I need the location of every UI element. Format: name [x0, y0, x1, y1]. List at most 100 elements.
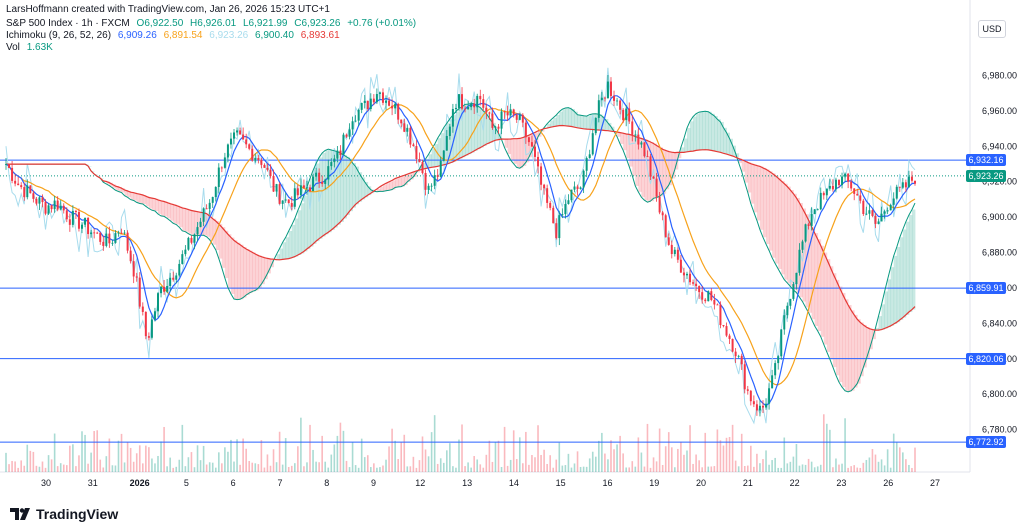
cloud-segment — [586, 116, 591, 130]
cloud-segment — [337, 151, 341, 225]
x-tick-label: 21 — [743, 478, 753, 488]
volume-bar — [184, 466, 187, 472]
cloud-segment — [513, 138, 518, 164]
volume-bar — [914, 447, 916, 472]
candle-body — [780, 329, 783, 357]
candle-body — [17, 183, 20, 186]
volume-bar — [798, 465, 801, 472]
ichimoku-base-value: 6,891.54 — [163, 30, 203, 41]
cloud-segment — [151, 198, 156, 211]
volume-bar — [56, 466, 59, 472]
candle-body — [111, 242, 114, 244]
cloud-segment — [911, 209, 916, 310]
volume-bar — [351, 442, 354, 472]
volume-bar — [35, 465, 38, 472]
candle-body — [123, 232, 126, 234]
candle-body — [837, 179, 840, 186]
low-value: L6,921.99 — [242, 18, 288, 29]
symbol-label[interactable]: S&P 500 Index · 1h · FXCM — [6, 18, 130, 29]
volume-bar — [151, 458, 153, 472]
cloud-segment — [392, 180, 396, 190]
cloud-segment — [115, 186, 119, 191]
cloud-segment — [97, 176, 101, 177]
candle-body — [585, 158, 588, 171]
x-tick-label: 23 — [836, 478, 846, 488]
candle-body — [558, 215, 561, 239]
candle-body — [573, 186, 576, 190]
cloud-segment — [361, 177, 366, 200]
volume-bar — [582, 466, 585, 472]
candle-body — [190, 237, 193, 243]
candle-body — [695, 283, 698, 287]
cloud-segment — [136, 193, 141, 203]
volume-bar — [677, 448, 679, 472]
candle-body — [448, 126, 451, 137]
candle-body — [199, 221, 202, 228]
volume-bar — [294, 463, 296, 472]
candle-body — [321, 181, 324, 184]
volume-bar — [750, 445, 752, 472]
candle-body — [257, 157, 260, 160]
volume-bar — [278, 431, 281, 472]
candle-body — [853, 188, 856, 194]
cloud-segment — [744, 161, 749, 183]
candle-body — [570, 189, 573, 201]
volume-bar — [418, 460, 421, 472]
cloud-segment — [158, 199, 162, 214]
volume-bar — [382, 465, 384, 472]
candle-body — [233, 132, 236, 139]
cloud-segment — [644, 139, 648, 201]
volume-bar — [573, 463, 576, 472]
volume-bar — [734, 460, 737, 472]
cloud-segment — [854, 314, 858, 388]
candle-body — [527, 137, 530, 143]
candle-body — [99, 232, 102, 242]
cloud-segment — [823, 252, 828, 345]
volume-bar — [321, 435, 323, 472]
cloud-segment — [565, 108, 569, 126]
cloud-segment — [860, 322, 864, 377]
volume-bar — [500, 466, 503, 472]
candle-body — [41, 197, 44, 203]
candle-body — [245, 139, 248, 145]
volume-bar — [339, 422, 342, 472]
volume-bar — [281, 464, 284, 472]
volume-bar — [652, 457, 655, 472]
volume-bar — [853, 465, 855, 472]
candle-body — [619, 100, 622, 110]
candle-body — [537, 156, 540, 167]
volume-bar — [464, 466, 466, 472]
cloud-segment — [468, 104, 472, 155]
cloud-segment — [288, 230, 293, 259]
cloud-segment — [100, 178, 104, 179]
volume-bar — [236, 439, 238, 472]
candle-body — [20, 185, 23, 188]
cloud-segment — [817, 239, 822, 331]
candle-body — [385, 100, 388, 103]
cloud-segment — [486, 113, 490, 145]
volume-bar — [607, 459, 609, 472]
candle-body — [761, 405, 764, 408]
volume-label[interactable]: Vol — [6, 42, 20, 53]
volume-bar — [245, 448, 247, 472]
cloud-segment — [726, 132, 730, 155]
volume-bar — [287, 466, 290, 472]
candle-body — [135, 276, 138, 278]
candle-body — [415, 146, 418, 160]
volume-bar — [458, 439, 460, 472]
volume-bar — [266, 454, 269, 472]
volume-bar — [801, 464, 804, 472]
cloud-segment — [300, 203, 305, 254]
cloud-segment — [455, 111, 460, 161]
cloud-segment — [668, 151, 673, 186]
cloud-segment — [382, 184, 387, 192]
candle-body — [105, 233, 108, 246]
candle-body — [157, 293, 160, 312]
currency-button[interactable]: USD — [978, 20, 1006, 38]
y-tick-label: 6,940.00 — [982, 141, 1017, 151]
volume-bar — [342, 430, 345, 472]
ichimoku-label[interactable]: Ichimoku (9, 26, 52, 26) — [6, 30, 112, 41]
cloud-segment — [148, 197, 153, 209]
cloud-segment — [127, 191, 132, 198]
